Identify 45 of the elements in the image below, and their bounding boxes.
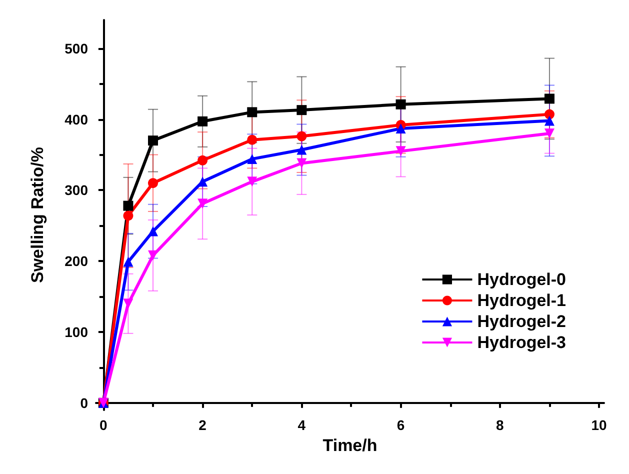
point [148,226,158,236]
point [296,131,307,142]
point [544,109,554,120]
legend-label: Hydrogel-1 [477,291,566,310]
point [396,99,406,110]
point [198,116,208,126]
point [296,105,307,116]
point [123,256,134,267]
point [148,178,158,188]
legend-label: Hydrogel-3 [477,333,566,352]
point [123,210,134,221]
y-tick-label: 100 [64,324,88,340]
point [198,198,208,209]
point [544,116,554,126]
x-tick-label: 8 [496,417,504,433]
point [247,107,258,118]
point [148,250,158,260]
x-tick-label: 0 [100,417,108,433]
x-tick-label: 6 [396,417,405,433]
y-tick-label: 200 [64,253,88,270]
point [396,146,406,156]
point [296,158,307,168]
point [123,200,134,211]
point [396,123,406,134]
legend-label: Hydrogel-0 [477,270,566,289]
y-tick-label: 400 [64,111,88,128]
x-axis-title: Time/h [322,436,378,455]
point [544,128,554,138]
x-tick-label: 2 [198,417,207,433]
point [544,94,554,104]
y-tick-label: 300 [64,182,88,198]
x-tick-label: 4 [298,417,306,433]
point [247,154,258,164]
point [296,144,307,155]
y-axis-title: Swelling Ratio/% [28,146,47,284]
point [148,136,158,146]
point [198,176,208,187]
legend-label: Hydrogel-2 [477,312,566,331]
point [198,155,208,166]
point [247,176,258,187]
point [123,298,134,309]
point [247,134,258,145]
y-tick-label: 0 [80,394,88,411]
x-tick-label: 10 [591,417,608,433]
y-tick-label: 500 [64,40,88,56]
